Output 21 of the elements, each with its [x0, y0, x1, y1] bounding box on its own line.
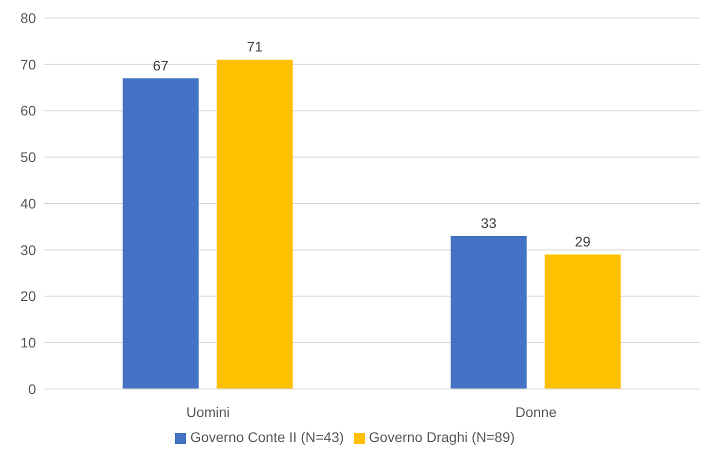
x-tick-label: Donne	[515, 404, 557, 420]
data-label: 67	[152, 57, 169, 74]
data-label: 71	[246, 38, 263, 55]
y-tick-label: 40	[20, 195, 36, 212]
y-tick-label: 60	[20, 102, 36, 119]
bar	[544, 254, 621, 389]
y-tick-label: 80	[20, 10, 36, 26]
y-tick-label: 30	[20, 242, 36, 258]
data-label: 29	[574, 234, 591, 250]
bar	[216, 60, 293, 389]
x-tick-label: Uomini	[186, 404, 230, 420]
data-label: 33	[480, 214, 497, 231]
y-tick-label: 10	[20, 334, 36, 351]
legend-label: Governo Draghi (N=89)	[368, 429, 515, 445]
bar	[450, 236, 527, 389]
bar	[122, 78, 199, 389]
y-tick-label: 0	[28, 380, 36, 397]
legend-label: Governo Conte II (N=43)	[190, 429, 344, 445]
y-tick-label: 70	[20, 56, 36, 72]
y-tick-label: 50	[20, 149, 36, 166]
y-tick-label: 20	[20, 288, 36, 304]
